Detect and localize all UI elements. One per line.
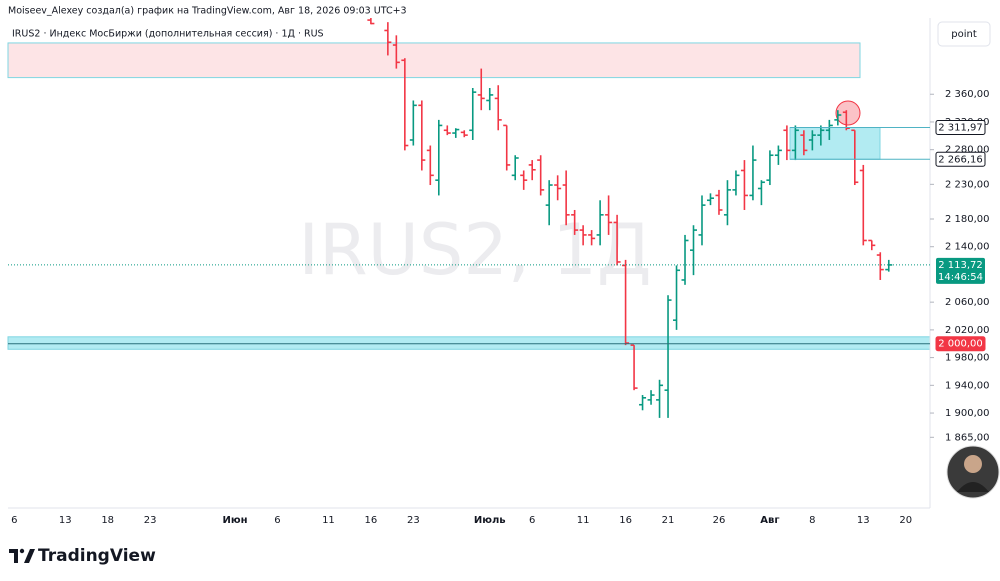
- y-tick-label: 2 060,00: [945, 297, 990, 308]
- last-price-box: [936, 257, 985, 284]
- y-tick-label: 2 020,00: [945, 325, 990, 336]
- x-tick-label: Авг: [760, 515, 779, 526]
- x-tick-label: 20: [899, 515, 912, 526]
- level-label: 2 000,00: [938, 339, 983, 350]
- point-button-label[interactable]: point: [951, 29, 977, 40]
- avatar-face: [964, 455, 982, 473]
- x-tick-label: 23: [144, 515, 157, 526]
- brand-logo: [9, 548, 35, 563]
- y-tick-label: 1 900,00: [945, 408, 990, 419]
- level-label-box: [935, 151, 986, 167]
- avatar-body: [957, 482, 989, 492]
- x-tick-label: 16: [365, 515, 378, 526]
- x-tick-label: 23: [407, 515, 420, 526]
- level-label: 2 311,97: [938, 123, 983, 134]
- y-tick-label: 2 180,00: [945, 214, 990, 225]
- x-tick-label: 6: [529, 515, 535, 526]
- countdown: 14:46:54: [938, 272, 983, 283]
- x-tick-label: Июль: [474, 515, 506, 526]
- point-button[interactable]: [937, 21, 991, 47]
- x-tick-label: 18: [101, 515, 114, 526]
- header: Moiseev_Alexey создал(а) график на Tradi…: [8, 6, 407, 17]
- y-tick-label: 2 280,00: [945, 145, 990, 156]
- y-tick-label: 1 940,00: [945, 380, 990, 391]
- brand-name: TradingView: [38, 546, 156, 566]
- x-tick-label: 26: [713, 515, 726, 526]
- y-tick-label: 2 230,00: [945, 179, 990, 190]
- x-tick-label: 8: [809, 515, 815, 526]
- x-tick-label: 13: [857, 515, 870, 526]
- y-tick-label: 2 360,00: [945, 89, 990, 100]
- level-label-box: [935, 120, 986, 136]
- last-price-label: 2 113,72: [938, 260, 983, 271]
- x-tick-label: 6: [274, 515, 280, 526]
- zone: [7, 336, 931, 350]
- labels-layer: 2 360,002 320,002 280,002 230,002 180,00…: [8, 89, 990, 526]
- level-label: 2 266,16: [938, 154, 983, 165]
- y-tick-label: 1 980,00: [945, 353, 990, 364]
- level-label-box: [935, 336, 986, 352]
- x-tick-label: 21: [662, 515, 675, 526]
- x-tick-label: 13: [59, 515, 72, 526]
- symbol-title: IRUS2 · Индекс МосБиржи (дополнительная …: [12, 29, 324, 40]
- zone: [7, 42, 861, 79]
- highlight-circle: [835, 100, 861, 126]
- x-tick-label: 16: [619, 515, 632, 526]
- y-tick-label: 2 140,00: [945, 242, 990, 253]
- x-tick-label: 11: [577, 515, 590, 526]
- y-tick-label: 1 865,00: [945, 432, 990, 443]
- bars-layer: [367, 18, 893, 418]
- x-tick-label: Июн: [223, 515, 248, 526]
- x-tick-label: 11: [322, 515, 335, 526]
- x-tick-label: 6: [11, 515, 17, 526]
- watermark: IRUS2, 1Д: [298, 209, 651, 291]
